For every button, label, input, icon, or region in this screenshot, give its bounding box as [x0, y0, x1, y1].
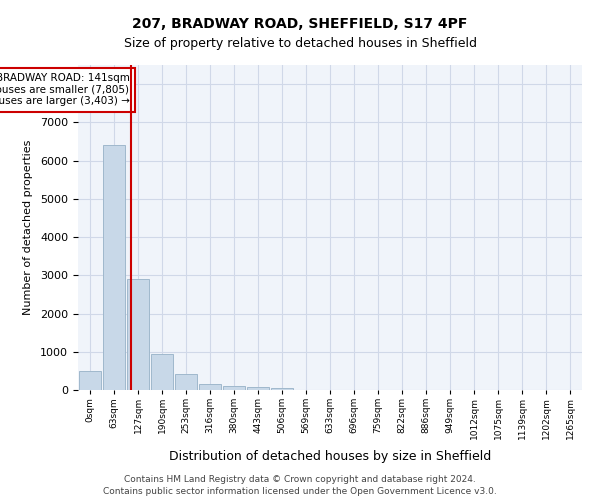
Text: Contains HM Land Registry data © Crown copyright and database right 2024.: Contains HM Land Registry data © Crown c… — [124, 475, 476, 484]
Bar — [175, 374, 197, 390]
X-axis label: Distribution of detached houses by size in Sheffield: Distribution of detached houses by size … — [169, 450, 491, 463]
Bar — [223, 386, 245, 390]
Bar — [151, 354, 173, 390]
Bar — [79, 371, 101, 390]
Text: 207 BRADWAY ROAD: 141sqm
← 69% of detached houses are smaller (7,805)
30% of sem: 207 BRADWAY ROAD: 141sqm ← 69% of detach… — [0, 73, 130, 106]
Bar — [271, 388, 293, 390]
Bar — [127, 279, 149, 390]
Text: 207, BRADWAY ROAD, SHEFFIELD, S17 4PF: 207, BRADWAY ROAD, SHEFFIELD, S17 4PF — [133, 18, 467, 32]
Text: Contains public sector information licensed under the Open Government Licence v3: Contains public sector information licen… — [103, 487, 497, 496]
Y-axis label: Number of detached properties: Number of detached properties — [23, 140, 33, 315]
Bar — [247, 388, 269, 390]
Bar — [199, 384, 221, 390]
Bar — [103, 146, 125, 390]
Text: Size of property relative to detached houses in Sheffield: Size of property relative to detached ho… — [124, 38, 476, 51]
